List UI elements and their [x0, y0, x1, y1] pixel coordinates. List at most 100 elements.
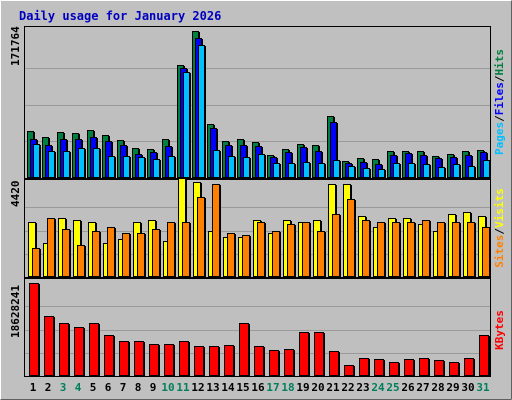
x-tick-label-day-13: 13 [206, 381, 219, 394]
bar-kbytes-day-15 [239, 323, 249, 376]
bar-pages-day-10 [168, 156, 175, 178]
bar-sites-day-10 [167, 222, 175, 277]
bar-kbytes-day-1 [29, 283, 39, 376]
x-tick-label-day-21: 21 [326, 381, 340, 394]
bar-sites-day-25 [392, 222, 400, 277]
side-label-part: Sites [493, 235, 506, 268]
bar-kbytes-day-30 [464, 358, 474, 376]
x-tick-label-day-17: 17 [266, 381, 279, 394]
bar-sites-day-8 [137, 233, 145, 277]
x-tick-label-day-3: 3 [60, 381, 67, 394]
bar-pages-day-17 [273, 163, 280, 178]
bar-kbytes-day-31 [479, 335, 489, 376]
bar-kbytes-day-8 [134, 341, 144, 376]
bar-sites-day-28 [437, 222, 445, 277]
bar-sites-day-18 [287, 224, 295, 277]
bar-sites-day-20 [317, 231, 325, 277]
bar-sites-day-29 [452, 222, 460, 277]
bar-pages-day-23 [363, 168, 370, 178]
bar-sites-day-30 [467, 222, 475, 277]
bar-kbytes-day-3 [59, 323, 69, 376]
bar-pages-day-8 [138, 157, 145, 178]
bar-sites-day-3 [62, 229, 70, 277]
side-label-part: / [493, 228, 506, 235]
bar-pages-day-25 [393, 163, 400, 178]
bar-pages-day-28 [438, 167, 445, 178]
x-tick-label-day-5: 5 [90, 381, 97, 394]
x-tick-label-day-20: 20 [311, 381, 324, 394]
bar-kbytes-day-25 [389, 362, 399, 376]
bar-sites-day-26 [407, 222, 415, 277]
x-tick-label-day-22: 22 [341, 381, 354, 394]
x-tick-label-day-26: 26 [401, 381, 415, 394]
bar-sites-day-4 [77, 245, 85, 277]
x-tick-label-day-15: 15 [236, 381, 249, 394]
bar-pages-day-6 [108, 156, 115, 178]
bar-pages-day-1 [33, 144, 40, 178]
x-tick-label-day-29: 29 [446, 381, 459, 394]
bar-sites-day-5 [92, 231, 100, 277]
chart-title: Daily usage for January 2026 [19, 9, 221, 23]
bar-sites-day-2 [47, 218, 55, 277]
bar-pages-day-12 [198, 45, 205, 178]
bar-pages-day-4 [78, 148, 85, 178]
bars [27, 31, 491, 376]
side-label-part: / [493, 115, 506, 122]
bar-sites-day-31 [482, 227, 490, 277]
x-tick-label-day-7: 7 [120, 381, 127, 394]
bar-kbytes-day-26 [404, 359, 414, 376]
bar-kbytes-day-7 [119, 341, 129, 376]
bar-sites-day-13 [212, 184, 220, 277]
bar-pages-day-31 [483, 160, 490, 178]
side-label-part: Hits [493, 49, 506, 76]
bar-pages-day-3 [63, 151, 70, 178]
bar-pages-day-16 [258, 154, 265, 178]
bar-sites-day-27 [422, 220, 430, 277]
bar-pages-day-7 [123, 156, 130, 178]
bar-kbytes-day-18 [284, 349, 294, 376]
max-label-hits: 171764 [9, 26, 22, 66]
bar-kbytes-day-14 [224, 345, 234, 376]
x-tick-label-day-19: 19 [296, 381, 309, 394]
bar-kbytes-day-10 [164, 344, 174, 376]
bar-pages-day-30 [468, 166, 475, 178]
bar-kbytes-day-21 [329, 351, 339, 376]
bar-pages-day-24 [378, 169, 385, 178]
side-label-part: KBytes [493, 310, 506, 350]
bar-sites-day-24 [377, 222, 385, 277]
bar-pages-day-5 [93, 148, 100, 178]
bar-kbytes-day-2 [44, 316, 54, 376]
x-tick-label-day-23: 23 [356, 381, 369, 394]
bar-sites-day-6 [107, 227, 115, 277]
bar-kbytes-day-9 [149, 344, 159, 376]
bar-sites-day-17 [272, 231, 280, 277]
side-label-part: Pages [493, 122, 506, 155]
side-label-kbytes: KBytes [493, 310, 506, 350]
x-tick-label-day-2: 2 [45, 381, 52, 394]
x-axis-labels: 1 2 3 4 5 6 7 8 9 10 11 12 13 14 15 16 17 18 19 20 21 22 23 24 2… [30, 381, 490, 394]
bar-sites-day-22 [347, 199, 355, 277]
bar-pages-day-20 [318, 163, 325, 178]
bar-pages-day-18 [288, 163, 295, 178]
bar-pages-day-21 [333, 160, 340, 178]
x-tick-label-day-8: 8 [135, 381, 142, 394]
bar-pages-day-2 [48, 151, 55, 178]
bar-kbytes-day-29 [449, 362, 459, 376]
bar-sites-day-11 [182, 222, 190, 277]
bar-pages-day-19 [303, 162, 310, 178]
x-tick-label-day-27: 27 [416, 381, 429, 394]
bar-pages-day-15 [243, 157, 250, 178]
x-tick-label-day-25: 25 [386, 381, 399, 394]
side-label-part: Visits [493, 188, 506, 228]
bar-kbytes-day-24 [374, 359, 384, 376]
bar-sites-day-14 [227, 233, 235, 277]
bar-kbytes-day-19 [299, 332, 309, 376]
bar-sites-day-19 [302, 222, 310, 277]
side-label-part: / [493, 75, 506, 82]
bar-kbytes-day-16 [254, 346, 264, 376]
bar-kbytes-day-5 [89, 323, 99, 376]
x-tick-label-day-18: 18 [281, 381, 294, 394]
x-tick-label-day-30: 30 [461, 381, 474, 394]
bar-sites-day-23 [362, 220, 370, 277]
